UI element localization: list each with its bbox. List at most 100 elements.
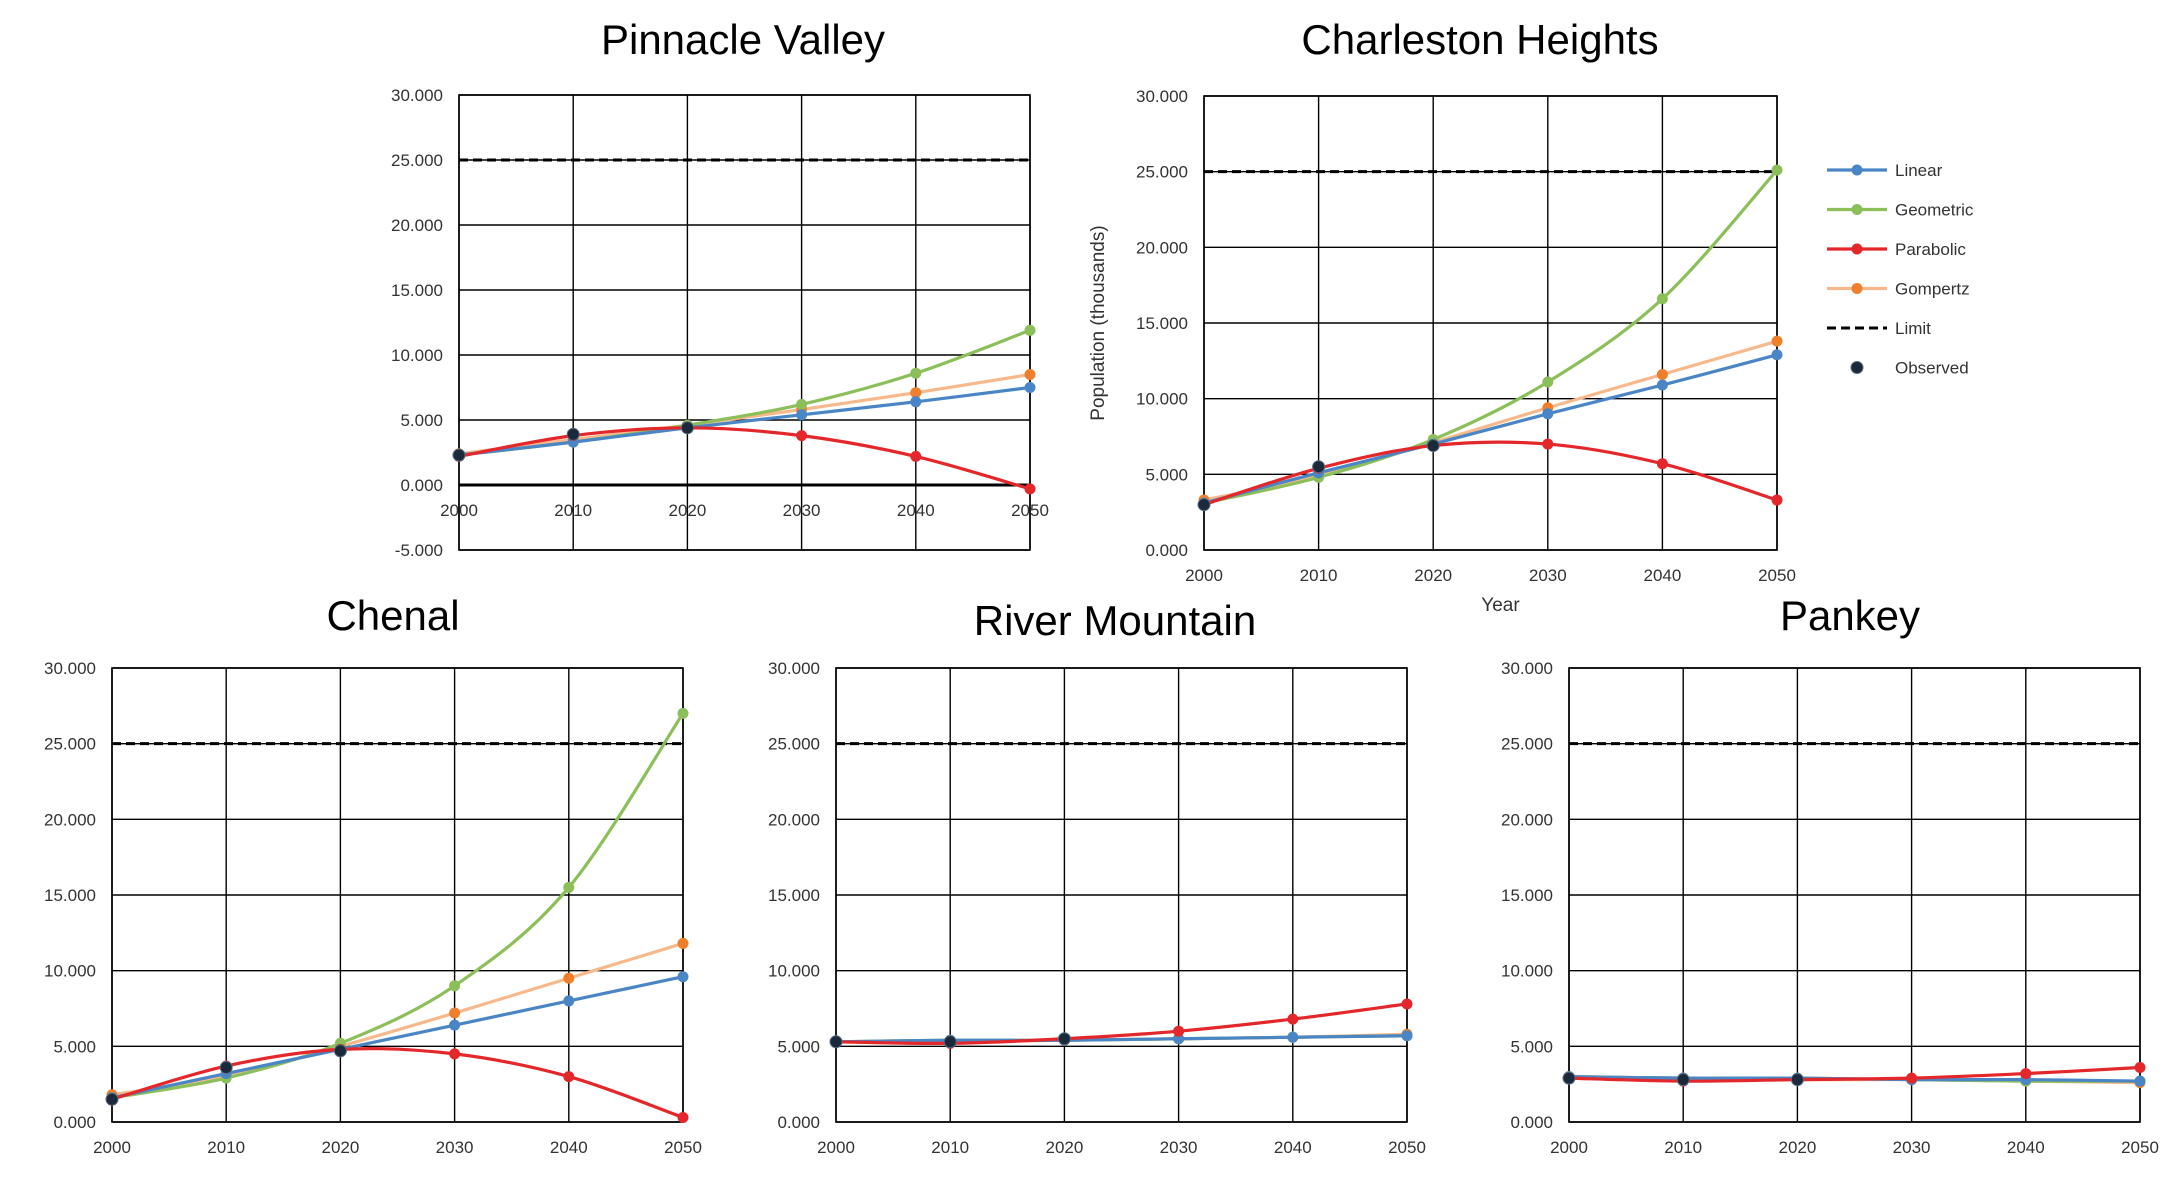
data-point-gompertz [1024,369,1036,380]
x-tick-label: 2000 [1550,1138,1588,1157]
data-point-gompertz [1771,335,1783,347]
y-tick-label: 20.000 [1501,810,1553,829]
chart-3: 30.000 25.000 20.000 15.000 10.000 5.000 0.000… [768,659,1426,1157]
y-tick-label: -5.000 [395,541,443,560]
y-tick-label: 30.000 [1136,87,1188,106]
x-tick-label: 2040 [897,501,935,520]
x-tick-label: 2010 [931,1138,969,1157]
y-tick-label: 15.000 [1501,886,1553,905]
y-tick-label: 25.000 [391,151,443,170]
x-tick-label: 2050 [2121,1138,2159,1157]
data-point-observed [105,1092,119,1106]
legend-item-linear: Linear [1827,161,1943,180]
data-point-linear [1401,1030,1413,1042]
x-tick-label: 2000 [93,1138,131,1157]
y-tick-label: 25.000 [44,735,96,754]
x-axis-title: Year [1481,595,1520,616]
series-line-parabolic [834,1002,1409,1045]
y-tick-label: 20.000 [768,810,820,829]
x-tick-label: 2030 [1160,1138,1198,1157]
data-point-observed [566,427,580,441]
y-tick-label: 20.000 [44,810,96,829]
data-point-observed [1312,460,1326,474]
data-point-linear [796,409,808,421]
data-point-observed [1057,1032,1071,1046]
data-point-geometric [796,398,808,410]
data-point-gompertz [910,387,922,399]
data-point-linear [1287,1031,1299,1043]
legend-item-observed: Observed [1850,359,1969,378]
y-tick-label: 20.000 [1136,238,1188,257]
y-tick-label: 0.000 [1510,1113,1553,1132]
legend-item-geometric: Geometric [1827,201,1974,220]
x-tick-label: 2050 [1388,1138,1426,1157]
y-tick-label: 0.000 [400,476,443,495]
x-tick-label: 2010 [1664,1138,1702,1157]
x-tick-label: 2030 [1529,566,1567,585]
data-point-geometric [677,707,689,719]
series-line-parabolic [110,1046,685,1120]
x-tick-label: 2000 [1185,566,1223,585]
data-point-linear [677,971,689,983]
y-tick-label: 25.000 [1136,163,1188,182]
legend-label-observed: Observed [1895,359,1969,378]
data-point-gompertz [563,972,575,984]
series-line-linear [457,385,1032,457]
x-tick-label: 2020 [1045,1138,1083,1157]
chart-4: 30.000 25.000 20.000 15.000 10.000 5.000 0.000… [1501,659,2159,1157]
data-point-parabolic [677,1111,689,1123]
legend-label-linear: Linear [1895,161,1943,180]
data-point-linear [2134,1075,2146,1087]
y-tick-label: 15.000 [391,281,443,300]
data-point-geometric [563,881,575,893]
legend-label-limit: Limit [1895,319,1931,338]
series-line-parabolic [457,426,1032,491]
legend-label-gompertz: Gompertz [1895,280,1970,299]
data-point-parabolic [1771,494,1783,506]
data-point-geometric [449,980,461,992]
data-point-parabolic [1401,998,1413,1010]
chart-0: 30.000 25.000 20.000 15.000 10.000 5.000 0.000… [391,86,1049,560]
series-line-linear [1202,353,1779,505]
data-point-observed [219,1061,233,1075]
chart-title-chenal: Chenal [326,592,460,639]
y-tick-label: 10.000 [391,346,443,365]
y-tick-label: 5.000 [777,1037,820,1056]
data-point-observed [1426,439,1440,453]
x-tick-label: 2010 [554,501,592,520]
y-tick-label: 5.000 [1145,465,1188,484]
y-tick-label: 15.000 [768,886,820,905]
y-axis-title: Population (thousands) [1088,225,1109,420]
x-tick-label: 2050 [1758,566,1796,585]
data-point-parabolic [1024,483,1036,495]
chart-title-river-mountain: River Mountain [973,597,1257,644]
x-tick-label: 2050 [664,1138,702,1157]
chart-title-pinnacle-valley: Pinnacle Valley [600,16,886,63]
series-line-geometric [1202,168,1779,505]
data-point-geometric [1771,164,1783,176]
series-line-gompertz [1202,339,1779,502]
data-point-parabolic [910,450,922,462]
y-tick-label: 5.000 [53,1037,96,1056]
x-tick-label: 2020 [1778,1138,1816,1157]
y-tick-label: 0.000 [53,1113,96,1132]
data-point-linear [1771,349,1783,361]
data-point-observed [452,448,466,462]
y-tick-label: 10.000 [1501,962,1553,981]
x-tick-label: 2020 [1414,566,1452,585]
chart-1: 30.000 25.000 20.000 15.000 10.000 5.000 0.000… [1088,87,1796,616]
y-tick-label: 5.000 [400,411,443,430]
x-tick-label: 2010 [207,1138,245,1157]
y-tick-label: 15.000 [1136,314,1188,333]
series-line-gompertz [457,372,1032,456]
data-point-gompertz [1656,368,1668,380]
data-point-observed [1562,1071,1576,1085]
x-tick-label: 2030 [436,1138,474,1157]
legend-swatch-observed [1850,361,1864,374]
data-point-parabolic [2134,1062,2146,1074]
legend-item-parabolic: Parabolic [1827,240,1966,259]
data-point-linear [449,1019,461,1031]
x-tick-label: 2010 [1300,566,1338,585]
data-point-linear [563,995,575,1007]
x-tick-label: 2020 [321,1138,359,1157]
